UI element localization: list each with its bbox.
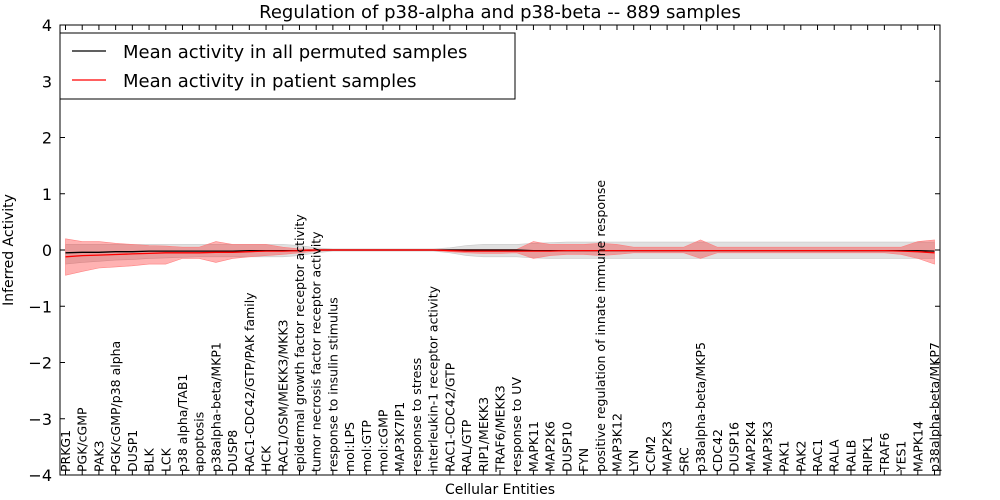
legend-box xyxy=(59,32,516,100)
x-tick-label: response to UV xyxy=(509,377,524,472)
legend-label-patient: Mean activity in patient samples xyxy=(123,71,417,92)
x-tick-label: PAK2 xyxy=(793,441,808,472)
x-tick-label: RIP1/MEKK3 xyxy=(476,397,491,472)
chart-title: Regulation of p38-alpha and p38-beta -- … xyxy=(259,2,741,23)
y-tick-label: 3 xyxy=(42,72,52,91)
x-tick-label: LCK xyxy=(158,447,173,472)
y-tick-label: 4 xyxy=(42,16,52,35)
y-tick-label: 0 xyxy=(42,241,52,260)
x-tick-label: TRAF6 xyxy=(877,432,892,473)
x-tick-label: mol:LPS xyxy=(342,422,357,472)
x-tick-label: response to stress xyxy=(409,358,424,472)
x-tick-label: DUSP8 xyxy=(225,430,240,472)
x-tick-label: mol:cGMP xyxy=(376,409,391,472)
x-tick-label: SRC xyxy=(676,447,691,472)
patient-mean-line xyxy=(65,249,935,258)
x-tick-label: RIPK1 xyxy=(860,436,875,472)
x-tick-label: p38alpha-beta/MKP5 xyxy=(693,342,708,472)
x-tick-label: RAC1 xyxy=(810,439,825,472)
x-tick-label: MAP3K3 xyxy=(760,421,775,472)
x-tick-label: p38alpha-beta/MKP7 xyxy=(927,342,942,472)
x-tick-label: RAC1-CDC42/GTP xyxy=(442,362,457,472)
y-tick-label: 2 xyxy=(42,129,52,148)
x-tick-label: PAK1 xyxy=(777,441,792,472)
x-axis: PRKG1 PGK/cGMP PAK3 PGK/cGMP/p38 alpha DUSP1… xyxy=(58,25,942,475)
y-tick-label: −2 xyxy=(28,354,52,373)
series-lines xyxy=(65,249,935,258)
x-tick-label: p38alpha-beta/MKP1 xyxy=(208,342,223,472)
x-tick-label: YES1 xyxy=(894,441,909,473)
x-tick-label: PRKG1 xyxy=(58,430,73,472)
y-tick-label: −3 xyxy=(28,410,52,429)
x-tick-label: interleukin-1 receptor activity xyxy=(426,285,441,472)
x-tick-label: MAP2K3 xyxy=(660,421,675,472)
x-tick-label: FYN xyxy=(576,448,591,472)
x-tick-label: HCK xyxy=(259,445,274,472)
legend: Mean activity in all permuted samples Me… xyxy=(59,32,516,100)
x-tick-label: RAC1/OSM/MEKK3/MKK3 xyxy=(275,320,290,473)
x-tick-label: epidermal growth factor receptor activit… xyxy=(292,214,307,472)
x-tick-label: response to insulin stimulus xyxy=(325,297,340,472)
x-tick-label: positive regulation of innate immune res… xyxy=(593,180,608,472)
x-tick-label: apoptosis xyxy=(192,412,207,472)
x-tick-label: p38 alpha/TAB1 xyxy=(175,374,190,472)
x-tick-label: DUSP1 xyxy=(125,430,140,472)
x-tick-label: PAK3 xyxy=(91,441,106,472)
x-tick-label: MAP2K6 xyxy=(543,421,558,472)
x-tick-label: CDC42 xyxy=(710,429,725,472)
x-tick-label: tumor necrosis factor receptor activity xyxy=(309,231,324,472)
x-tick-label: PGK/cGMP/p38 alpha xyxy=(108,341,123,472)
y-axis-label: Inferred Activity xyxy=(1,194,17,306)
y-tick-label: 1 xyxy=(42,185,52,204)
x-tick-label: RALA xyxy=(827,439,842,472)
y-tick-label: −1 xyxy=(28,297,52,316)
x-tick-label: MAP2K4 xyxy=(743,421,758,472)
x-tick-label: mol:GTP xyxy=(359,420,374,472)
x-tick-label: MAPK14 xyxy=(910,421,925,472)
y-axis: −4 −3 −2 −1 0 1 2 3 4 xyxy=(28,16,940,485)
x-tick-label: RALB xyxy=(843,440,858,472)
x-tick-label: RAC1-CDC42/GTP/PAK family xyxy=(242,292,257,472)
x-tick-label: PGK/cGMP xyxy=(75,407,90,472)
x-axis-label: Cellular Entities xyxy=(445,482,555,498)
x-tick-label: DUSP16 xyxy=(727,422,742,472)
y-tick-label: −4 xyxy=(28,466,52,485)
x-tick-label: DUSP10 xyxy=(559,422,574,472)
x-tick-label: MAP3K7IP1 xyxy=(392,402,407,472)
legend-label-permuted: Mean activity in all permuted samples xyxy=(123,42,467,63)
x-tick-label: TRAF6/MEKK3 xyxy=(493,385,508,473)
x-tick-label: LYN xyxy=(626,450,641,472)
x-tick-label: RAL/GTP xyxy=(459,419,474,472)
x-tick-label: MAP3K12 xyxy=(610,413,625,472)
x-tick-label: MAPK11 xyxy=(526,421,541,472)
x-tick-label: CCM2 xyxy=(643,436,658,472)
x-tick-label: BLK xyxy=(142,448,157,473)
